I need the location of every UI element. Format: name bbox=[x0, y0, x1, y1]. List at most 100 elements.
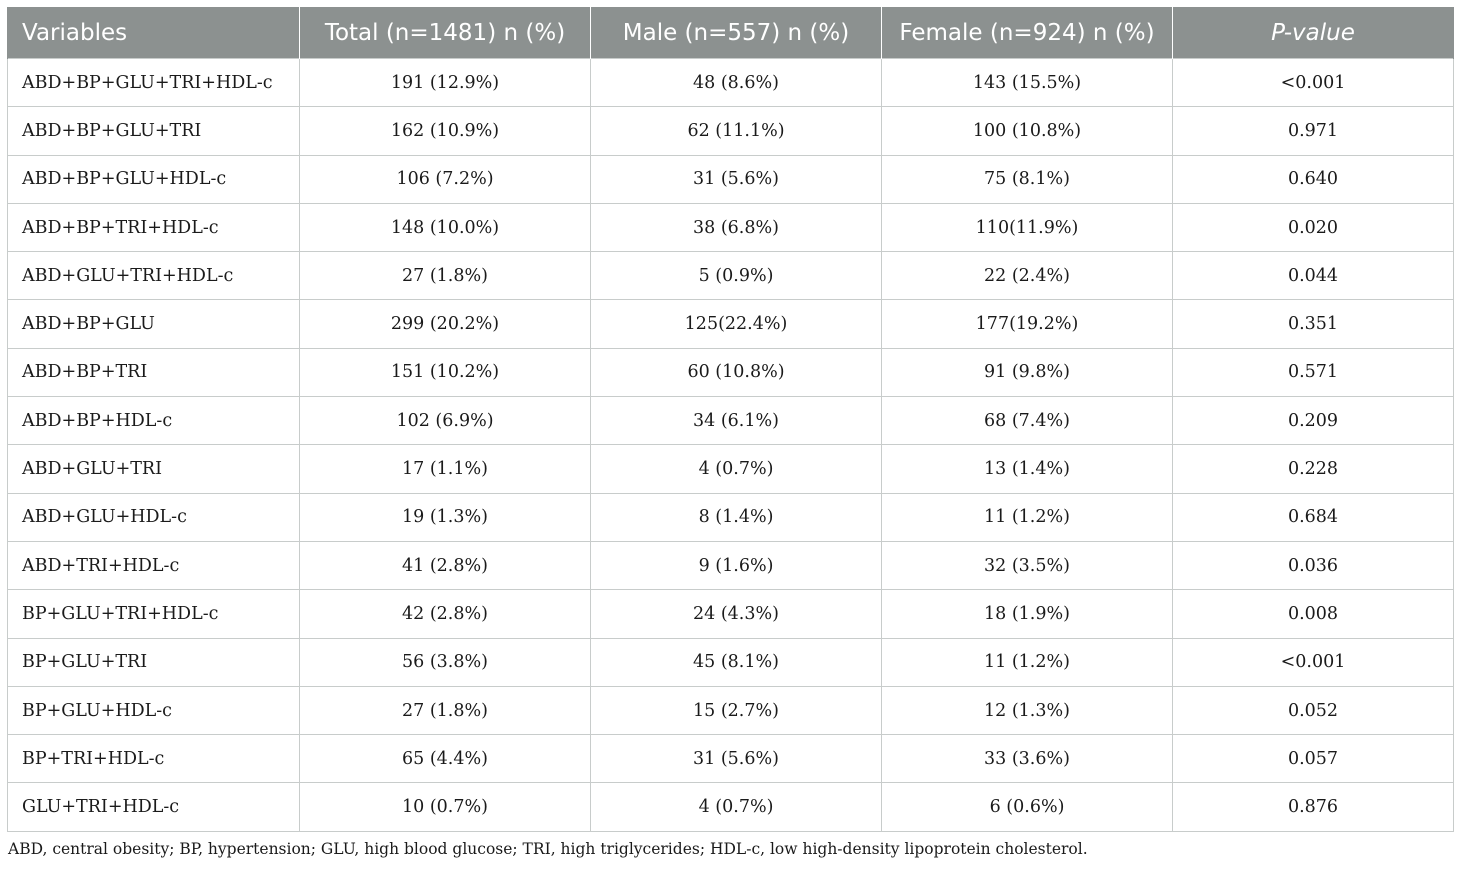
cell-p-value: 0.057 bbox=[1172, 734, 1454, 784]
header-male: Male (n=557) n (%) bbox=[590, 7, 882, 59]
header-variables: Variables bbox=[7, 7, 300, 59]
cell-female: 110(11.9%) bbox=[881, 202, 1173, 253]
cell-p-value: 0.571 bbox=[1172, 347, 1454, 398]
cell-variable: BP+GLU+TRI bbox=[7, 637, 300, 687]
cell-female: 143 (15.5%) bbox=[881, 57, 1173, 108]
table-row: BP+GLU+TRI+HDL-c 42 (2.8%) 24 (4.3%) 18 (1.… bbox=[7, 589, 1454, 639]
header-female: Female (n=924) n (%) bbox=[881, 7, 1173, 59]
cell-total: 162 (10.9%) bbox=[299, 106, 591, 156]
cell-male: 34 (6.1%) bbox=[590, 396, 882, 446]
table-row: ABD+BP+GLU 299 (20.2%) 125(22.4%) 177(19.2%… bbox=[7, 299, 1454, 349]
cell-female: 68 (7.4%) bbox=[881, 396, 1173, 446]
cell-p-value: 0.228 bbox=[1172, 444, 1454, 494]
cell-variable: ABD+BP+GLU+TRI bbox=[7, 106, 300, 156]
cell-male: 4 (0.7%) bbox=[590, 444, 882, 494]
cell-male: 31 (5.6%) bbox=[590, 154, 882, 204]
table-row: BP+GLU+HDL-c 27 (1.8%) 15 (2.7%) 12 (1.3%) 0… bbox=[7, 685, 1454, 736]
cell-variable: ABD+BP+TRI bbox=[7, 347, 300, 398]
cell-p-value: 0.684 bbox=[1172, 492, 1454, 542]
cell-p-value: 0.876 bbox=[1172, 782, 1454, 832]
cell-total: 191 (12.9%) bbox=[299, 57, 591, 108]
cell-variable: ABD+BP+GLU+HDL-c bbox=[7, 154, 300, 204]
data-table: Variables Total (n=1481) n (%) Male (n=5… bbox=[7, 7, 1454, 832]
cell-p-value: 0.640 bbox=[1172, 154, 1454, 204]
cell-p-value: 0.971 bbox=[1172, 106, 1454, 156]
cell-male: 15 (2.7%) bbox=[590, 685, 882, 736]
table-row: ABD+GLU+TRI+HDL-c 27 (1.8%) 5 (0.9%) 22 (2.… bbox=[7, 251, 1454, 301]
cell-variable: BP+GLU+HDL-c bbox=[7, 685, 300, 736]
cell-female: 12 (1.3%) bbox=[881, 685, 1173, 736]
cell-total: 151 (10.2%) bbox=[299, 347, 591, 398]
cell-total: 148 (10.0%) bbox=[299, 202, 591, 253]
cell-female: 100 (10.8%) bbox=[881, 106, 1173, 156]
table-body: ABD+BP+GLU+TRI+HDL-c 191 (12.9%) 48 (8.6%)… bbox=[7, 57, 1454, 832]
data-table-container: Variables Total (n=1481) n (%) Male (n=5… bbox=[7, 7, 1454, 832]
cell-variable: ABD+GLU+HDL-c bbox=[7, 492, 300, 542]
cell-male: 8 (1.4%) bbox=[590, 492, 882, 542]
cell-p-value: 0.008 bbox=[1172, 589, 1454, 639]
cell-male: 5 (0.9%) bbox=[590, 251, 882, 301]
table-row: BP+TRI+HDL-c 65 (4.4%) 31 (5.6%) 33 (3.6%) 0… bbox=[7, 734, 1454, 784]
cell-p-value: <0.001 bbox=[1172, 57, 1454, 108]
header-total: Total (n=1481) n (%) bbox=[299, 7, 591, 59]
cell-total: 102 (6.9%) bbox=[299, 396, 591, 446]
cell-total: 65 (4.4%) bbox=[299, 734, 591, 784]
table-row: ABD+BP+GLU+HDL-c 106 (7.2%) 31 (5.6%) 75 (8… bbox=[7, 154, 1454, 204]
cell-female: 11 (1.2%) bbox=[881, 637, 1173, 687]
cell-female: 18 (1.9%) bbox=[881, 589, 1173, 639]
cell-variable: ABD+GLU+TRI+HDL-c bbox=[7, 251, 300, 301]
cell-female: 13 (1.4%) bbox=[881, 444, 1173, 494]
cell-variable: ABD+GLU+TRI bbox=[7, 444, 300, 494]
cell-male: 62 (11.1%) bbox=[590, 106, 882, 156]
cell-male: 125(22.4%) bbox=[590, 299, 882, 349]
cell-p-value: 0.209 bbox=[1172, 396, 1454, 446]
cell-total: 27 (1.8%) bbox=[299, 685, 591, 736]
cell-variable: ABD+BP+HDL-c bbox=[7, 396, 300, 446]
cell-total: 17 (1.1%) bbox=[299, 444, 591, 494]
cell-p-value: 0.044 bbox=[1172, 251, 1454, 301]
cell-female: 22 (2.4%) bbox=[881, 251, 1173, 301]
cell-p-value: 0.020 bbox=[1172, 202, 1454, 253]
cell-male: 9 (1.6%) bbox=[590, 540, 882, 591]
cell-p-value: <0.001 bbox=[1172, 637, 1454, 687]
cell-total: 27 (1.8%) bbox=[299, 251, 591, 301]
cell-total: 41 (2.8%) bbox=[299, 540, 591, 591]
table-row: ABD+BP+HDL-c 102 (6.9%) 34 (6.1%) 68 (7.4%)… bbox=[7, 396, 1454, 446]
table-row: BP+GLU+TRI 56 (3.8%) 45 (8.1%) 11 (1.2%) <0.… bbox=[7, 637, 1454, 687]
cell-female: 33 (3.6%) bbox=[881, 734, 1173, 784]
cell-variable: ABD+BP+TRI+HDL-c bbox=[7, 202, 300, 253]
table-row: ABD+BP+GLU+TRI+HDL-c 191 (12.9%) 48 (8.6%)… bbox=[7, 57, 1454, 108]
cell-total: 299 (20.2%) bbox=[299, 299, 591, 349]
cell-female: 32 (3.5%) bbox=[881, 540, 1173, 591]
cell-female: 11 (1.2%) bbox=[881, 492, 1173, 542]
cell-total: 106 (7.2%) bbox=[299, 154, 591, 204]
header-p-value: P-value bbox=[1172, 7, 1454, 59]
table-footnote: ABD, central obesity; BP, hypertension; … bbox=[8, 840, 1088, 858]
cell-variable: ABD+TRI+HDL-c bbox=[7, 540, 300, 591]
table-row: ABD+BP+TRI 151 (10.2%) 60 (10.8%) 91 (9.8%)… bbox=[7, 347, 1454, 398]
cell-male: 60 (10.8%) bbox=[590, 347, 882, 398]
cell-variable: ABD+BP+GLU bbox=[7, 299, 300, 349]
cell-variable: BP+GLU+TRI+HDL-c bbox=[7, 589, 300, 639]
cell-variable: ABD+BP+GLU+TRI+HDL-c bbox=[7, 57, 300, 108]
cell-male: 4 (0.7%) bbox=[590, 782, 882, 832]
cell-female: 75 (8.1%) bbox=[881, 154, 1173, 204]
cell-female: 177(19.2%) bbox=[881, 299, 1173, 349]
table-row: ABD+GLU+HDL-c 19 (1.3%) 8 (1.4%) 11 (1.2%) 0… bbox=[7, 492, 1454, 542]
cell-p-value: 0.052 bbox=[1172, 685, 1454, 736]
cell-total: 10 (0.7%) bbox=[299, 782, 591, 832]
cell-male: 24 (4.3%) bbox=[590, 589, 882, 639]
table-row: ABD+GLU+TRI 17 (1.1%) 4 (0.7%) 13 (1.4%) 0.2… bbox=[7, 444, 1454, 494]
table-header-row: Variables Total (n=1481) n (%) Male (n=5… bbox=[7, 7, 1454, 59]
cell-female: 6 (0.6%) bbox=[881, 782, 1173, 832]
cell-male: 31 (5.6%) bbox=[590, 734, 882, 784]
table-row: ABD+TRI+HDL-c 41 (2.8%) 9 (1.6%) 32 (3.5%) 0… bbox=[7, 540, 1454, 591]
cell-p-value: 0.036 bbox=[1172, 540, 1454, 591]
table-row: ABD+BP+GLU+TRI 162 (10.9%) 62 (11.1%) 100 (… bbox=[7, 106, 1454, 156]
table-row: ABD+BP+TRI+HDL-c 148 (10.0%) 38 (6.8%) 110(… bbox=[7, 202, 1454, 253]
cell-p-value: 0.351 bbox=[1172, 299, 1454, 349]
cell-total: 42 (2.8%) bbox=[299, 589, 591, 639]
cell-male: 48 (8.6%) bbox=[590, 57, 882, 108]
cell-variable: GLU+TRI+HDL-c bbox=[7, 782, 300, 832]
table-row: GLU+TRI+HDL-c 10 (0.7%) 4 (0.7%) 6 (0.6%) 0.… bbox=[7, 782, 1454, 832]
